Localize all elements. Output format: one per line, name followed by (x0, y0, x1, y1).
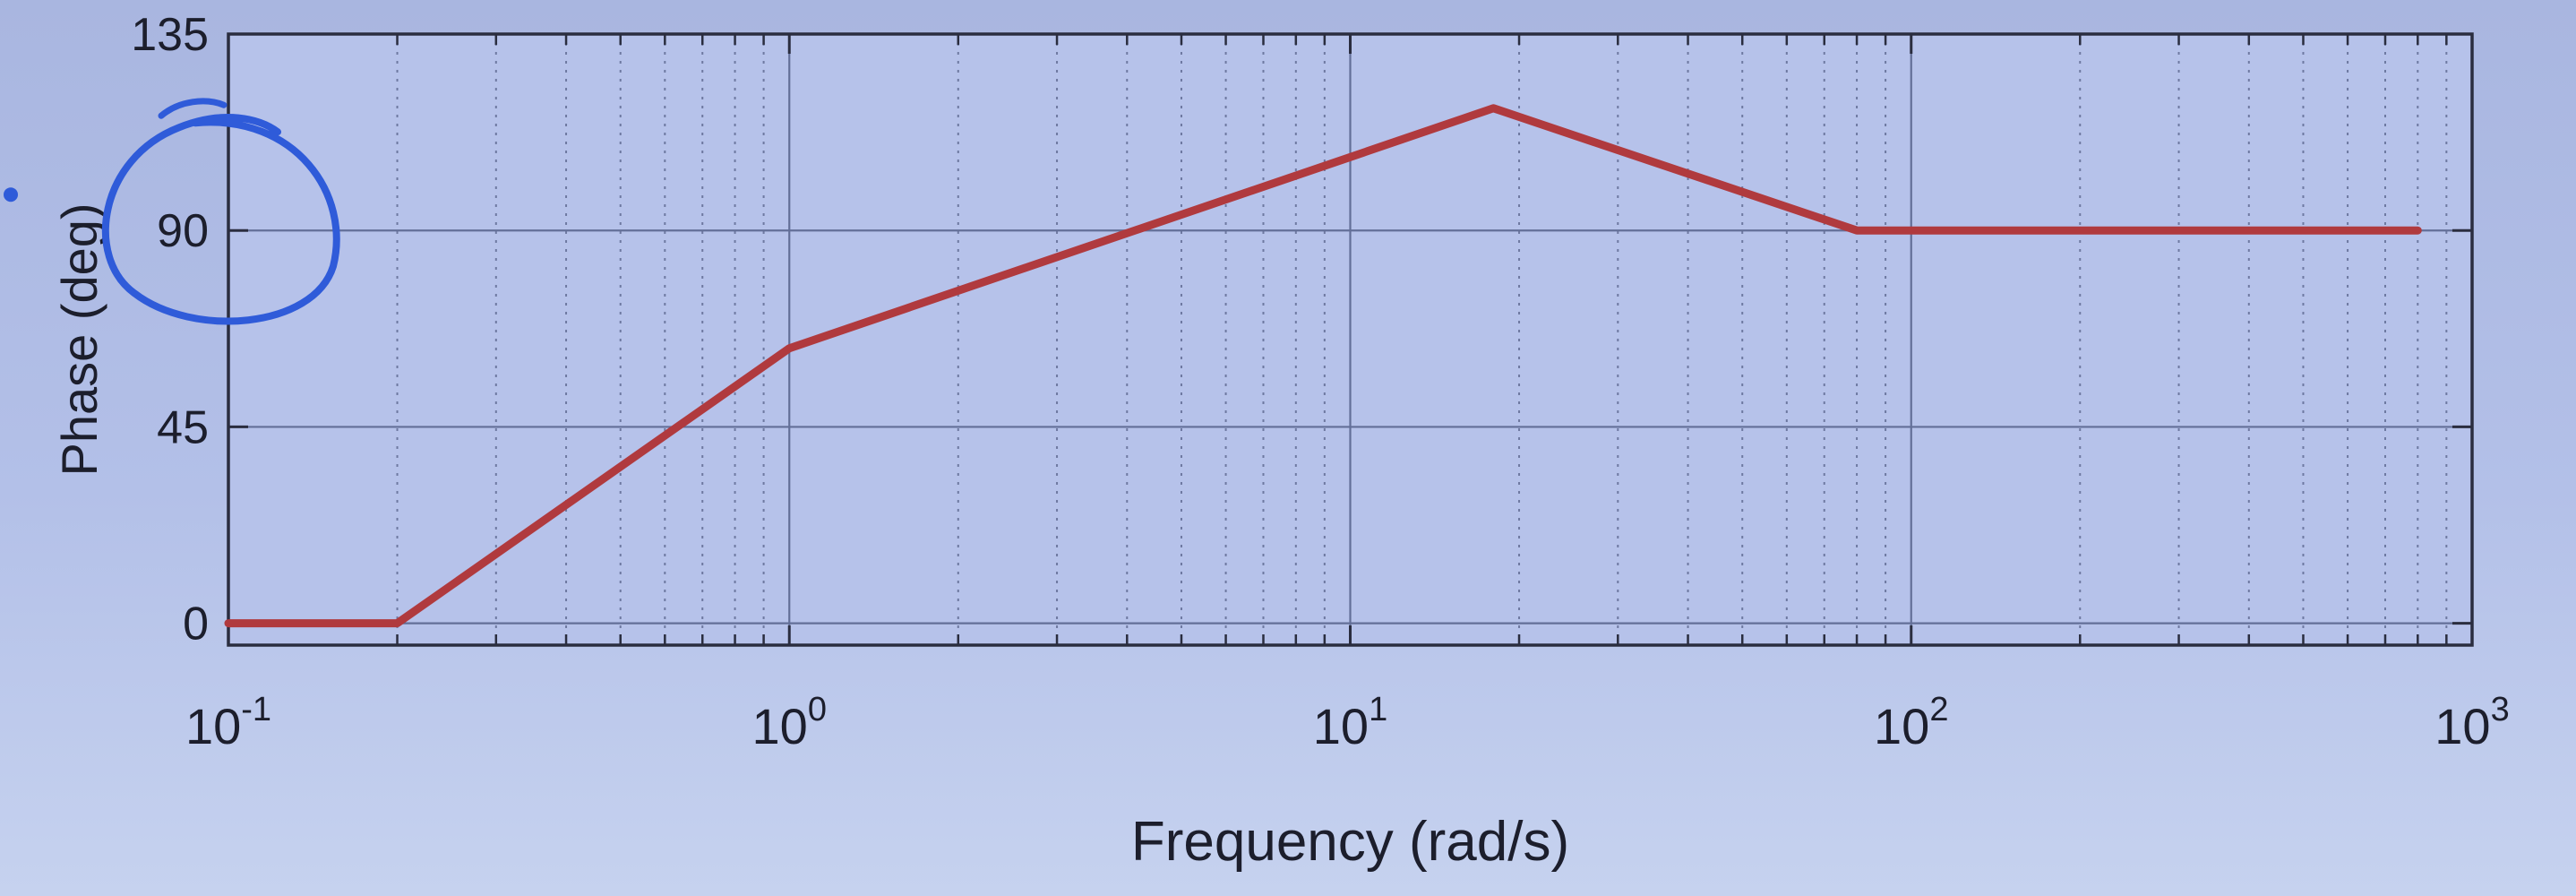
axis-ticks (227, 32, 2474, 645)
y-tick-label: 0 (183, 599, 209, 650)
y-tick-label: 90 (157, 205, 209, 257)
x-tick-label: 10-1 (185, 691, 271, 754)
x-tick-exponent: 3 (2491, 691, 2510, 728)
annotation-layer (4, 98, 340, 325)
x-tick-label: 101 (1313, 691, 1387, 754)
x-tick-base: 10 (752, 698, 808, 754)
x-tick-label: 102 (1874, 691, 1948, 754)
y-tick-label: 45 (157, 401, 209, 453)
x-tick-base: 10 (185, 698, 241, 754)
x-tick-base: 10 (1874, 698, 1929, 754)
y-tick-label: 135 (131, 9, 209, 61)
hand-drawn-stroke (158, 98, 228, 119)
y-axis-label: Phase (deg) (51, 202, 107, 476)
x-tick-exponent: 2 (1929, 691, 1948, 728)
x-tick-exponent: 0 (808, 691, 827, 728)
x-tick-label: 100 (752, 691, 827, 754)
x-tick-base: 10 (2434, 698, 2490, 754)
x-tick-exponent: 1 (1369, 691, 1387, 728)
x-axis-label: Frequency (rad/s) (1131, 811, 1569, 873)
minor-grid (396, 34, 2448, 645)
x-tick-label: 103 (2434, 691, 2509, 754)
x-tick-base: 10 (1313, 698, 1369, 754)
series-line (224, 104, 2422, 628)
y-tick-labels: 0 45 90 135 (131, 9, 209, 650)
hand-drawn-circle (102, 114, 340, 325)
series-layer (224, 104, 2422, 628)
ink-dot (4, 187, 18, 202)
x-tick-exponent: -1 (241, 691, 271, 728)
x-tick-labels: 10-1 100 101 102 103 (185, 691, 2510, 754)
